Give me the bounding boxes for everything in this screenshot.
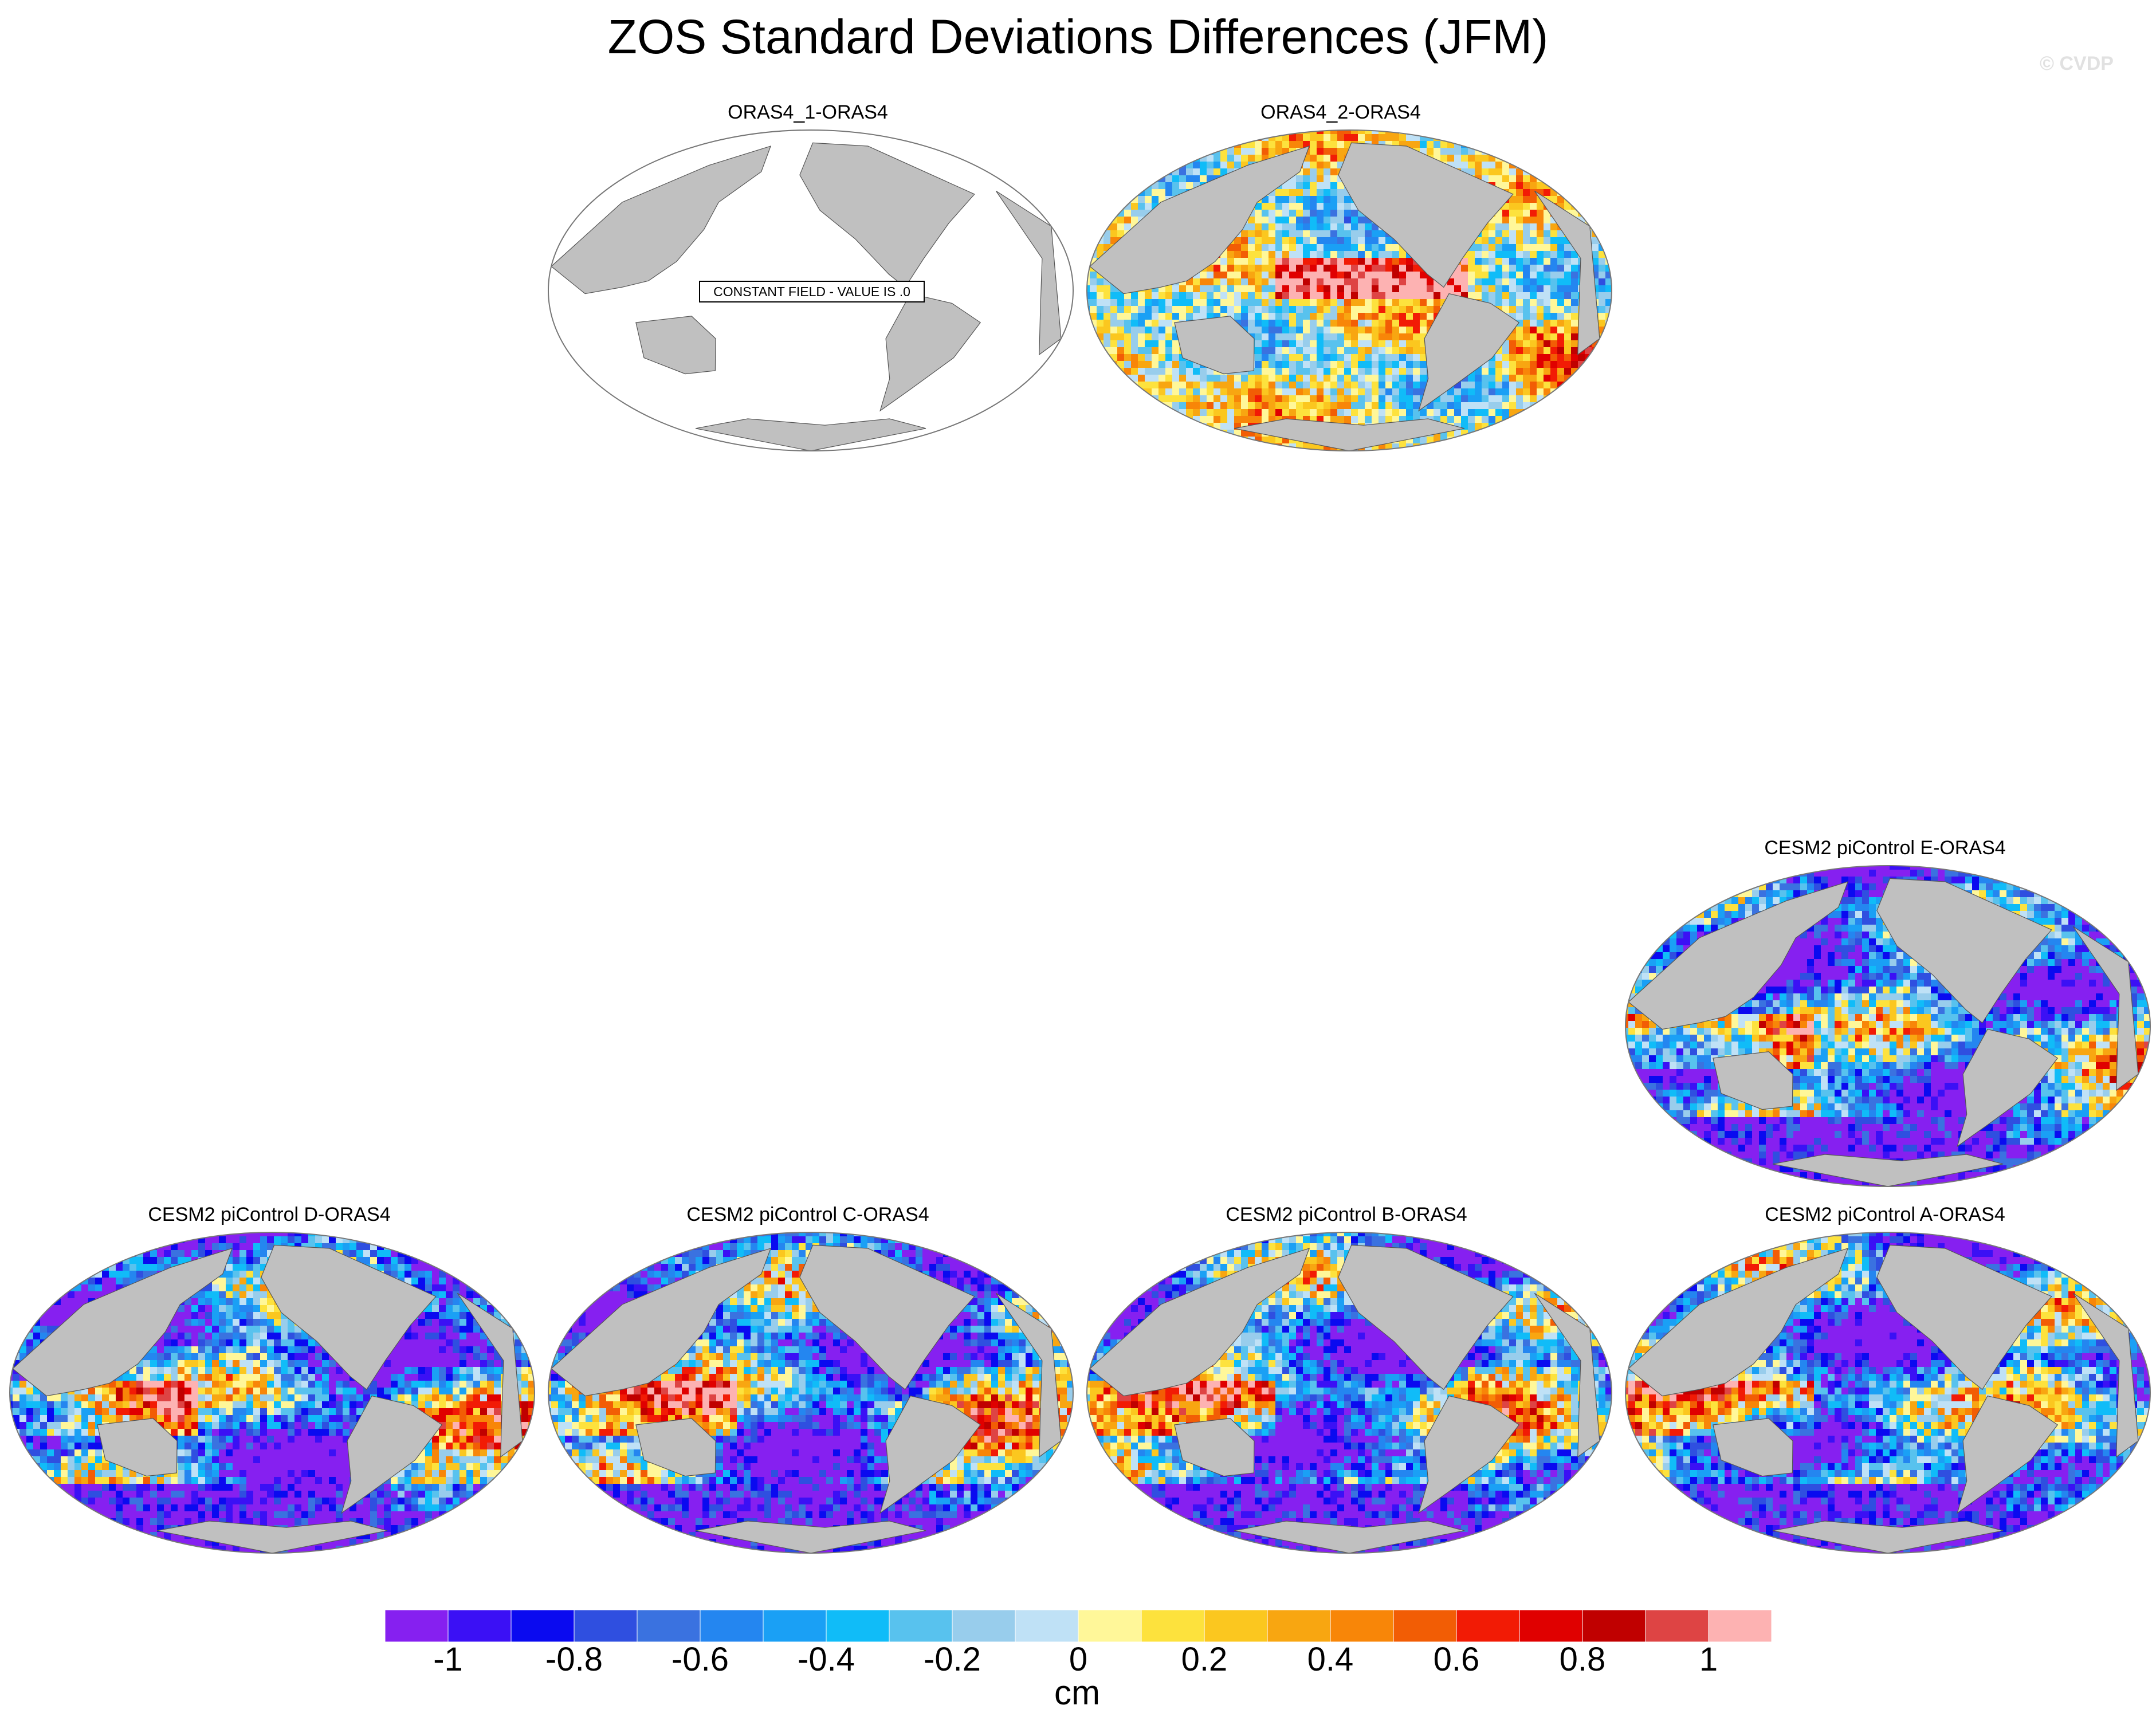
colorbar-tick-label: 1 <box>1699 1641 1718 1673</box>
colorbar-box <box>1267 1610 1331 1643</box>
map-panel-cesm2-b <box>1086 1232 1612 1554</box>
colorbar-box <box>1645 1610 1709 1643</box>
colorbar-tick-label: 0.4 <box>1307 1641 1354 1673</box>
map-boundary <box>548 129 1074 451</box>
colorbar: -1 -0.8 -0.6 -0.4 -0.2 0 0.2 0.4 0.6 0.8 1 <box>385 1610 1772 1673</box>
land-mask <box>1628 878 2139 1186</box>
colorbar-box <box>889 1610 953 1643</box>
colorbar-box <box>447 1610 512 1643</box>
panel-title-oras4-2: ORAS4_2-ORAS4 <box>1140 101 1541 124</box>
colorbar-box <box>700 1610 764 1643</box>
ocean-field <box>548 130 1073 451</box>
colorbar-tick-label: 0 <box>1069 1641 1087 1673</box>
colorbar-tick-label: -0.2 <box>924 1641 981 1673</box>
ocean-field <box>10 1232 535 1553</box>
colorbar-box <box>1204 1610 1268 1643</box>
map-panel-cesm2-a <box>1625 1232 2151 1554</box>
ocean-field <box>1087 1232 1612 1553</box>
panel-title-cesm2-c: CESM2 piControl C-ORAS4 <box>573 1203 1043 1226</box>
colorbar-tick-label: 0.6 <box>1434 1641 1480 1673</box>
colorbar-box <box>1015 1610 1079 1643</box>
ocean-field <box>1625 1232 2150 1553</box>
panel-title-oras4-1: ORAS4_1-ORAS4 <box>607 101 1008 124</box>
colorbar-tick-label: -0.8 <box>545 1641 603 1673</box>
map-panel-oras4-2 <box>1086 129 1612 451</box>
colorbar-box <box>1078 1610 1142 1643</box>
ocean-field <box>1087 130 1612 451</box>
land-mask <box>1089 142 1600 451</box>
colorbar-units: cm <box>1008 1673 1146 1713</box>
map-boundary <box>548 1232 1074 1554</box>
panel-title-cesm2-b: CESM2 piControl B-ORAS4 <box>1112 1203 1581 1226</box>
map-boundary <box>1086 1232 1612 1554</box>
colorbar-box <box>1582 1610 1646 1643</box>
colorbar-box <box>952 1610 1016 1643</box>
colorbar-box <box>1519 1610 1583 1643</box>
map-boundary <box>1086 129 1612 451</box>
figure-title: ZOS Standard Deviations Differences (JFM… <box>0 8 2156 65</box>
map-panel-cesm2-e <box>1625 865 2151 1187</box>
colorbar-tick-label: -1 <box>433 1641 463 1673</box>
colorbar-tick-label: 0.2 <box>1181 1641 1228 1673</box>
constant-field-label: CONSTANT FIELD - VALUE IS .0 <box>699 281 925 302</box>
panel-title-cesm2-e: CESM2 piControl E-ORAS4 <box>1650 836 2120 859</box>
land-mask <box>551 142 1062 451</box>
panel-title-cesm2-d: CESM2 piControl D-ORAS4 <box>34 1203 504 1226</box>
colorbar-box <box>1708 1610 1772 1643</box>
colorbar-box <box>826 1610 890 1643</box>
cvdp-credit: © CVDP <box>2040 53 2114 75</box>
colorbar-box <box>510 1610 575 1643</box>
land-mask <box>1628 1244 2139 1553</box>
land-mask <box>551 1244 1062 1553</box>
map-boundary <box>9 1232 535 1554</box>
map-panel-cesm2-c <box>548 1232 1074 1554</box>
colorbar-box <box>637 1610 701 1643</box>
land-mask <box>1089 1244 1600 1553</box>
map-panel-cesm2-d <box>9 1232 535 1554</box>
panel-title-cesm2-a: CESM2 piControl A-ORAS4 <box>1650 1203 2120 1226</box>
colorbar-box <box>1330 1610 1394 1643</box>
map-boundary <box>1625 1232 2151 1554</box>
colorbar-box <box>574 1610 638 1643</box>
ocean-field <box>548 1232 1073 1553</box>
map-boundary <box>1625 865 2151 1187</box>
colorbar-box <box>763 1610 827 1643</box>
colorbar-box <box>1393 1610 1457 1643</box>
colorbar-box <box>1456 1610 1520 1643</box>
colorbar-tick-label: -0.4 <box>798 1641 855 1673</box>
land-mask <box>12 1244 523 1553</box>
colorbar-tick-label: 0.8 <box>1560 1641 1606 1673</box>
ocean-field <box>1625 866 2150 1186</box>
colorbar-tick-label: -0.6 <box>671 1641 729 1673</box>
colorbar-box <box>1141 1610 1205 1643</box>
map-panel-oras4-1 <box>548 129 1074 451</box>
colorbar-box <box>385 1610 449 1643</box>
